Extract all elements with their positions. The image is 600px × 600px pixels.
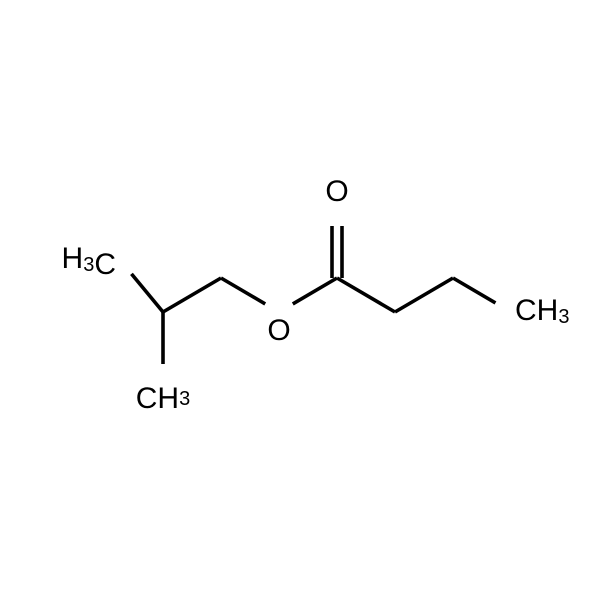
bond bbox=[163, 278, 221, 312]
bond bbox=[395, 278, 453, 312]
bond bbox=[131, 274, 163, 312]
labels-layer: H3C CH3 O O CH3 bbox=[62, 175, 570, 415]
bond bbox=[221, 278, 265, 304]
atom-label: CH3 bbox=[515, 294, 569, 328]
molecule-diagram: H3C CH3 O O CH3 bbox=[0, 0, 600, 600]
bond bbox=[293, 278, 337, 304]
atom-label: O bbox=[267, 314, 290, 347]
bond bbox=[453, 278, 495, 303]
atom-label: O bbox=[325, 175, 348, 208]
bonds-layer bbox=[131, 226, 495, 364]
bond bbox=[337, 278, 395, 312]
atom-label: H3C bbox=[62, 242, 116, 281]
atom-label: CH3 bbox=[136, 382, 190, 415]
